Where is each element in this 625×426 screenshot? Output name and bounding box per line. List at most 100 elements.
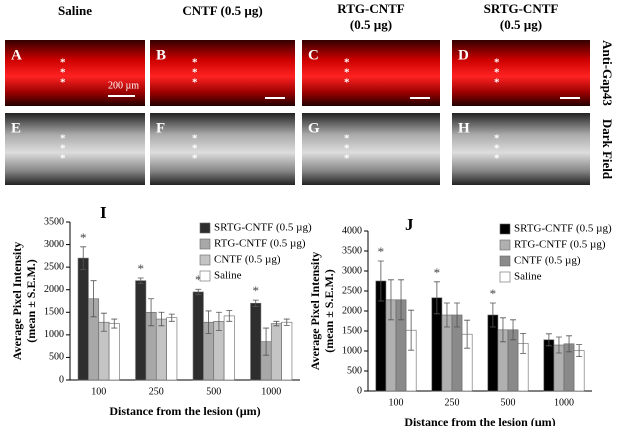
micrograph-panels: Saline CNTF (0.5 µg) RTG-CNTF(0.5 µg)SRTG-… [5,1,615,185]
lesion-mark: * [60,77,66,89]
panel-letter: E [11,120,21,136]
error-bar [408,309,415,351]
y-tick-label: 1500 [44,307,64,318]
legend-label: RTG-CNTF (0.5 µg) [514,239,606,251]
bar [250,302,262,381]
bar [155,318,167,381]
error-bar [377,260,384,302]
panel-letter: A [11,47,22,63]
bar [223,315,235,381]
legend-label: SRTG-CNTF (0.5 µg) [214,222,312,234]
error-bar [100,312,107,332]
lesion-mark: * [344,143,350,155]
bar [281,321,293,381]
scale-bar-label: 200 µm [108,80,139,91]
y-tick-label: 4000 [342,225,362,236]
y-tick-label: 1000 [44,329,64,340]
y-tick-label: 3500 [44,216,64,227]
lesion-mark: * [192,143,198,155]
lesion-mark: * [344,77,350,89]
column-header: CNTF (0.5 µg) [182,3,262,18]
legend-swatch [199,270,211,282]
lesion-mark: * [494,67,500,79]
bar [135,280,147,381]
bar [270,323,282,381]
y-tick-label: 3000 [44,239,64,250]
x-tick-label: 500 [206,386,221,397]
error-bar [387,279,394,321]
y-tick-label: 3000 [342,265,362,276]
legend-label: SRTG-CNTF (0.5 µg) [514,223,612,235]
error-bar [226,310,233,322]
y-axis-label: (mean ± S.E.M.) [24,259,38,343]
error-bar [576,344,583,357]
x-tick-label: 100 [91,386,106,397]
y-tick-label: 2000 [44,284,64,295]
bar [192,291,204,381]
x-axis-label: Distance from the lesion (µm) [404,415,555,426]
lesion-mark: * [344,133,350,145]
lesion-mark: * [494,57,500,69]
significance-marker: * [80,230,87,245]
y-tick-label: 2500 [44,261,64,272]
error-bar [263,327,270,356]
x-tick-label: 500 [501,397,516,408]
micrograph [150,40,295,106]
y-tick-label: 500 [347,365,362,376]
x-tick-label: 250 [149,386,164,397]
panel-letter: H [458,120,470,136]
significance-marker: * [252,283,259,298]
error-bar [158,311,165,327]
legend-label: Saline [514,271,542,283]
column-header: (0.5 µg) [500,17,542,32]
legend-swatch [499,271,511,283]
error-bar [90,280,97,318]
x-axis-label: Distance from the lesion (µm) [109,404,260,418]
lesion-mark: * [192,77,198,89]
legend-label: CNTF (0.5 µg) [214,254,281,266]
y-tick-label: 2000 [342,305,362,316]
x-tick-label: 1000 [554,397,574,408]
bar [166,317,178,381]
significance-marker: * [378,244,385,259]
bar [543,339,555,392]
legend-label: CNTF (0.5 µg) [514,255,581,267]
panel-letter: C [308,47,319,63]
y-axis-label: Average Pixel Intensity [10,242,24,360]
y-tick-label: 2500 [342,285,362,296]
micrograph [452,113,590,185]
y-tick-label: 3500 [342,245,362,256]
legend-label: RTG-CNTF (0.5 µg) [214,238,306,250]
error-bar [499,317,506,343]
lesion-mark: * [494,153,500,165]
y-axis-label: (mean ± S.E.M.) [322,269,336,353]
error-bar [566,335,573,353]
panel-letter: G [308,120,320,136]
legend-swatch [499,223,511,235]
significance-marker: * [195,272,202,287]
legend-swatch [199,222,211,234]
error-bar [520,333,527,354]
column-header: RTG-CNTF [337,1,404,16]
error-bar [195,288,202,296]
y-tick-label: 1500 [342,325,362,336]
error-bar [464,319,471,349]
significance-marker: * [137,261,144,276]
error-bar [545,333,552,347]
error-bar [510,319,517,341]
y-tick-label: 1000 [342,345,362,356]
y-axis-label: Average Pixel Intensity [308,252,322,370]
micrograph [302,40,440,106]
legend-swatch [499,255,511,267]
error-bar [443,302,450,328]
error-bar [137,277,144,284]
lesion-mark: * [60,143,66,155]
error-bar [111,318,118,329]
micrograph [302,113,440,185]
lesion-mark: * [60,153,66,165]
column-header: (0.5 µg) [350,17,392,32]
error-bar [398,279,405,321]
error-bar [148,298,155,327]
